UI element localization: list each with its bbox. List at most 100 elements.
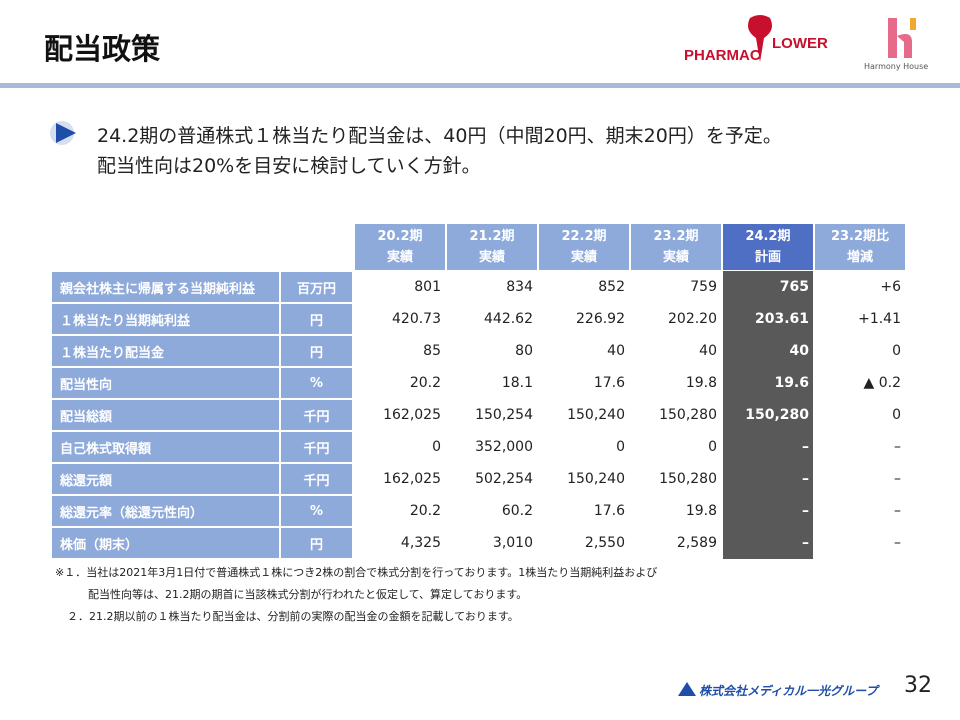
row-unit: % <box>281 368 352 398</box>
column-header: 22.2期実績 <box>539 224 629 270</box>
column-header: 23.2期実績 <box>631 224 721 270</box>
bullet-line: 24.2期の普通株式１株当たり配当金は、40円（中間20円、期末20円）を予定。 <box>97 125 782 147</box>
row-label: １株当たり配当金 <box>52 336 279 366</box>
table-value: 226.92 <box>576 311 625 327</box>
row-unit: 円 <box>281 528 352 558</box>
table-value: – <box>894 535 901 551</box>
table-value: 162,025 <box>383 407 441 423</box>
row-label: 自己株式取得額 <box>52 432 279 462</box>
table-value: 442.62 <box>484 311 533 327</box>
logo-shape <box>897 34 912 58</box>
footer-mark <box>678 682 696 696</box>
footnote-line: ２．21.2期以前の１株当たり配当金は、分割前の実際の配当金の金額を記載しており… <box>67 610 519 623</box>
table-value: 80 <box>515 343 533 359</box>
bullet-icon <box>50 121 76 145</box>
table-value: 85 <box>423 343 441 359</box>
row-unit: 千円 <box>281 400 352 430</box>
table-value: 0 <box>892 343 901 359</box>
table-value: – <box>723 495 813 527</box>
table-value: +6 <box>880 279 901 295</box>
row-unit: 円 <box>281 304 352 334</box>
table-value: 150,254 <box>475 407 533 423</box>
row-unit: % <box>281 496 352 526</box>
table-value: 801 <box>414 279 441 295</box>
slide-title: 配当政策 <box>44 32 161 66</box>
column-period: 24.2期 <box>745 229 791 244</box>
table-value: 150,280 <box>723 399 813 431</box>
column-sub: 実績 <box>662 250 689 265</box>
column-period: 23.2期比 <box>830 229 890 244</box>
row-label: 親会社株主に帰属する当期純利益 <box>52 272 279 302</box>
footnote-line: 配当性向等は、21.2期の期首に当該株式分割が行われたと仮定して、算定しておりま… <box>88 588 528 601</box>
row-label: 総還元率（総還元性向） <box>52 496 279 526</box>
table-value: 4,325 <box>400 535 441 551</box>
table-value: 3,010 <box>492 535 533 551</box>
row-unit: 千円 <box>281 432 352 462</box>
table-value: – <box>723 527 813 559</box>
column-header: 23.2期比 増減 <box>815 224 905 270</box>
table-value: 202.20 <box>668 311 717 327</box>
column-sub: 計画 <box>754 250 781 265</box>
table-value: 40 <box>607 343 625 359</box>
table-value: 0 <box>616 439 625 455</box>
table-value: +1.41 <box>858 311 901 327</box>
table-value: 40 <box>723 335 813 367</box>
logo-text: Harmony House <box>864 62 928 71</box>
header-rule <box>0 83 960 88</box>
footnote-line: ※１．当社は2021年3月1日付で普通株式１株につき2株の割合で株式分割を行って… <box>55 566 658 579</box>
table-value: 203.61 <box>723 303 813 335</box>
table-value: – <box>894 471 901 487</box>
row-label: 配当総額 <box>52 400 279 430</box>
table-value: – <box>894 503 901 519</box>
table-value: 2,589 <box>676 535 717 551</box>
logo-flower <box>748 15 772 62</box>
footer-company: 株式会社メディカル一光グループ <box>699 684 878 698</box>
row-label: 配当性向 <box>52 368 279 398</box>
bullet-arrow <box>56 123 76 143</box>
table-value: 834 <box>506 279 533 295</box>
table-value: 20.2 <box>409 375 441 391</box>
table-value: – <box>723 431 813 463</box>
table-value: 352,000 <box>475 439 533 455</box>
harmony-logo: Harmony House <box>864 18 928 71</box>
table-value: 19.8 <box>685 503 717 519</box>
row-unit: 円 <box>281 336 352 366</box>
column-sub: 実績 <box>570 250 597 265</box>
column-period: 22.2期 <box>561 229 607 244</box>
column-header: 24.2期計画 <box>723 224 813 270</box>
table-value: 2,550 <box>584 535 625 551</box>
footer-triangle <box>678 682 696 696</box>
table-value: 20.2 <box>409 503 441 519</box>
table-value: 420.73 <box>392 311 441 327</box>
row-label: 総還元額 <box>52 464 279 494</box>
column-period: 20.2期 <box>377 229 423 244</box>
row-unit: 千円 <box>281 464 352 494</box>
column-sub: 実績 <box>478 250 505 265</box>
column-header: 21.2期 実績 <box>447 224 537 270</box>
column-sub: 実績 <box>386 250 413 265</box>
table-value: 765 <box>723 271 813 303</box>
column-sub: 増減 <box>846 250 873 265</box>
table-value: 150,240 <box>567 471 625 487</box>
table-value: 162,025 <box>383 471 441 487</box>
column-header: 20.2期実績 <box>355 224 445 270</box>
page-number: 32 <box>904 673 932 698</box>
table-value: 759 <box>690 279 717 295</box>
table-value: 0 <box>708 439 717 455</box>
table-value: 502,254 <box>475 471 533 487</box>
row-label: １株当たり当期純利益 <box>52 304 279 334</box>
table-value: 150,280 <box>659 407 717 423</box>
table-value: 852 <box>598 279 625 295</box>
bullet-line: 配当性向は20%を目安に検討していく方針。 <box>97 155 481 177</box>
row-unit: 百万円 <box>281 272 352 302</box>
table-value: – <box>723 463 813 495</box>
table-value: 150,240 <box>567 407 625 423</box>
table-value: 0 <box>432 439 441 455</box>
table-value: 18.1 <box>501 375 533 391</box>
column-period: 23.2期 <box>653 229 699 244</box>
table-value: 19.6 <box>723 367 813 399</box>
table-value: 150,280 <box>659 471 717 487</box>
logo-shape <box>888 18 897 58</box>
logo-text: LOWER <box>772 35 828 52</box>
logo-shape <box>910 18 916 30</box>
